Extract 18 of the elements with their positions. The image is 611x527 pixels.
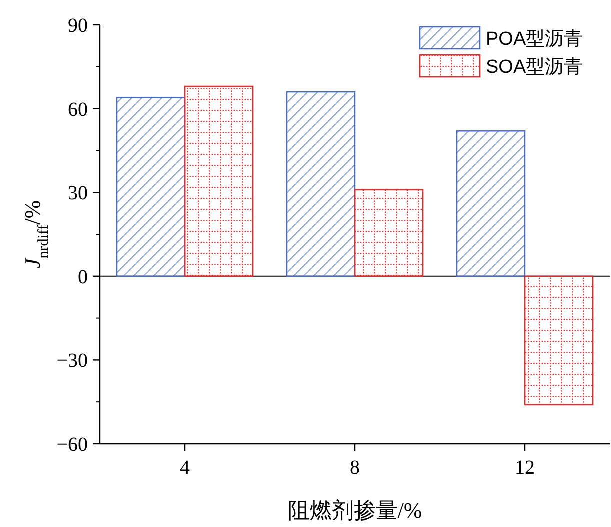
y-tick-label: −60 [56,434,88,456]
y-tick-label: 30 [68,182,88,205]
bar [286,91,356,277]
y-tick-label: 60 [68,98,88,121]
x-axis-title: 阻燃剂掺量/% [288,498,422,523]
bar [184,86,254,277]
bar [116,97,186,277]
legend-label: POA型沥青 [486,29,584,50]
bar [456,130,526,277]
y-tick-label: 90 [68,15,88,37]
x-tick-label: 8 [350,457,360,479]
y-tick-label: −30 [56,350,88,372]
x-tick-label: 12 [515,457,535,479]
legend-label: SOA型沥青 [486,57,584,78]
bar [354,189,424,277]
bar [524,276,594,406]
x-tick-label: 4 [180,457,190,479]
y-tick-label: 0 [78,266,88,288]
